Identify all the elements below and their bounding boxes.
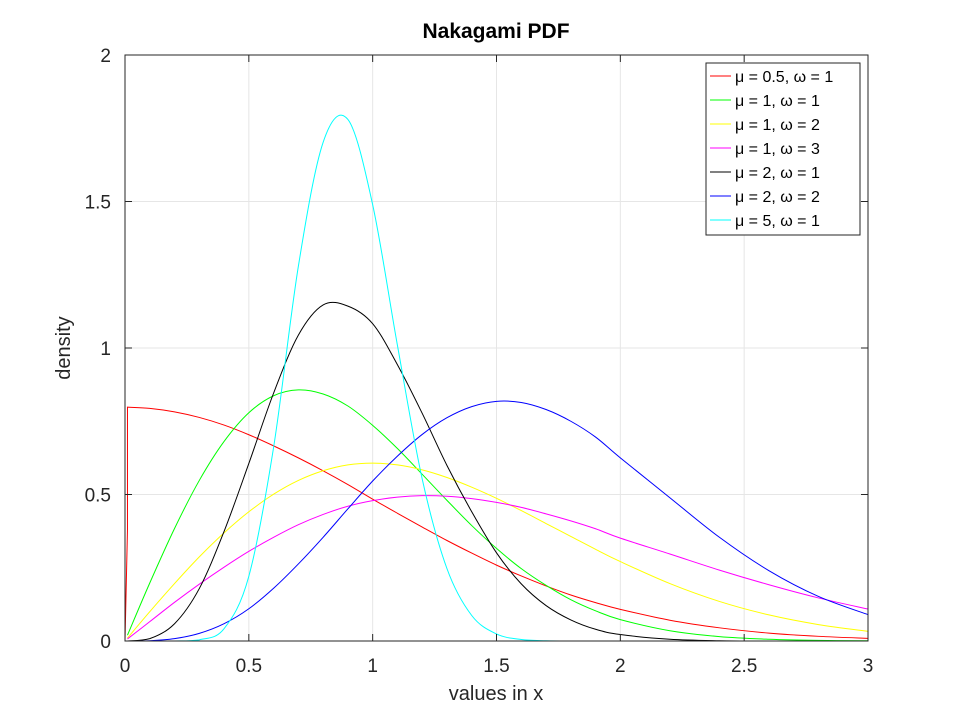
axis-ticks: 0 0.5 1 1.5 2 2.5 3 0 0.5 1 1.5 2	[85, 46, 874, 677]
series-line	[124, 406, 869, 642]
x-tick-label: 2.5	[731, 656, 757, 677]
legend: μ = 0.5, ω = 1 μ = 1, ω = 1 μ = 1, ω = 2 μ …	[705, 62, 861, 236]
legend-label: μ = 5, ω = 1	[735, 213, 820, 230]
x-tick-label: 3	[863, 656, 874, 677]
legend-box	[705, 62, 861, 236]
chart-title: Nakagami PDF	[422, 20, 569, 43]
x-tick-label: 1.5	[483, 656, 509, 677]
series-line	[127, 301, 868, 642]
y-tick-label: 0	[100, 632, 111, 653]
y-tick-label: 1	[100, 339, 111, 360]
y-tick-label: 0.5	[85, 486, 111, 507]
legend-label: μ = 0.5, ω = 1	[735, 69, 833, 86]
y-axis-label: density	[53, 316, 75, 379]
legend-label: μ = 1, ω = 2	[735, 117, 820, 134]
x-tick-label: 0.5	[236, 656, 262, 677]
legend-label: μ = 1, ω = 3	[735, 141, 820, 158]
x-tick-label: 0	[120, 656, 131, 677]
legend-label: μ = 2, ω = 2	[735, 189, 820, 206]
legend-label: μ = 2, ω = 1	[735, 165, 820, 182]
x-tick-label: 2	[615, 656, 626, 677]
series-line	[127, 495, 869, 640]
series-line	[127, 400, 869, 642]
x-tick-label: 1	[367, 656, 378, 677]
legend-label: μ = 1, ω = 1	[735, 93, 820, 110]
series-line	[127, 389, 869, 642]
series-line	[127, 462, 869, 639]
y-tick-label: 1.5	[85, 193, 111, 214]
x-axis-label: values in x	[449, 683, 544, 705]
y-tick-label: 2	[100, 46, 111, 67]
